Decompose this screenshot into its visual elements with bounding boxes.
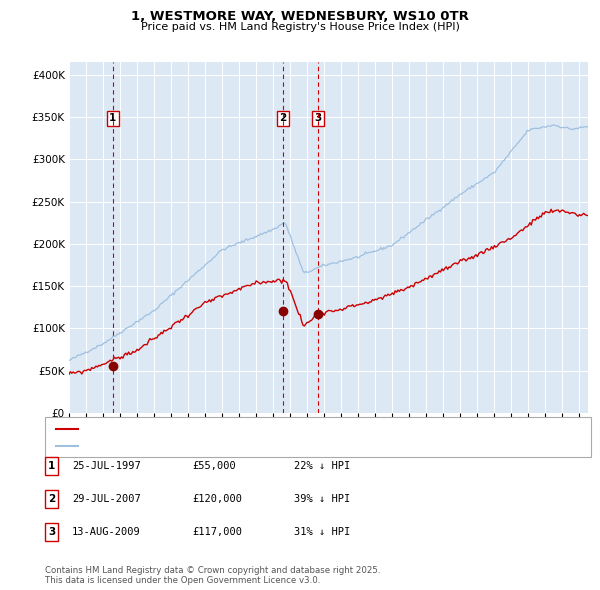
Text: £120,000: £120,000 bbox=[192, 494, 242, 504]
Text: 39% ↓ HPI: 39% ↓ HPI bbox=[294, 494, 350, 504]
Text: 1, WESTMORE WAY, WEDNESBURY, WS10 0TR (detached house): 1, WESTMORE WAY, WEDNESBURY, WS10 0TR (d… bbox=[83, 424, 403, 434]
Text: 1: 1 bbox=[48, 461, 55, 471]
Text: 25-JUL-1997: 25-JUL-1997 bbox=[72, 461, 141, 471]
Text: 29-JUL-2007: 29-JUL-2007 bbox=[72, 494, 141, 504]
Text: 22% ↓ HPI: 22% ↓ HPI bbox=[294, 461, 350, 471]
Text: £117,000: £117,000 bbox=[192, 527, 242, 537]
Text: 2: 2 bbox=[279, 113, 287, 123]
Text: 2: 2 bbox=[48, 494, 55, 504]
Text: 3: 3 bbox=[314, 113, 322, 123]
Text: 1: 1 bbox=[109, 113, 116, 123]
Text: 13-AUG-2009: 13-AUG-2009 bbox=[72, 527, 141, 537]
Text: Contains HM Land Registry data © Crown copyright and database right 2025.
This d: Contains HM Land Registry data © Crown c… bbox=[45, 566, 380, 585]
Text: HPI: Average price, detached house, Sandwell: HPI: Average price, detached house, Sand… bbox=[83, 441, 313, 451]
Text: 1, WESTMORE WAY, WEDNESBURY, WS10 0TR: 1, WESTMORE WAY, WEDNESBURY, WS10 0TR bbox=[131, 10, 469, 23]
Text: Price paid vs. HM Land Registry's House Price Index (HPI): Price paid vs. HM Land Registry's House … bbox=[140, 22, 460, 32]
Text: 31% ↓ HPI: 31% ↓ HPI bbox=[294, 527, 350, 537]
Text: 3: 3 bbox=[48, 527, 55, 537]
Text: £55,000: £55,000 bbox=[192, 461, 236, 471]
